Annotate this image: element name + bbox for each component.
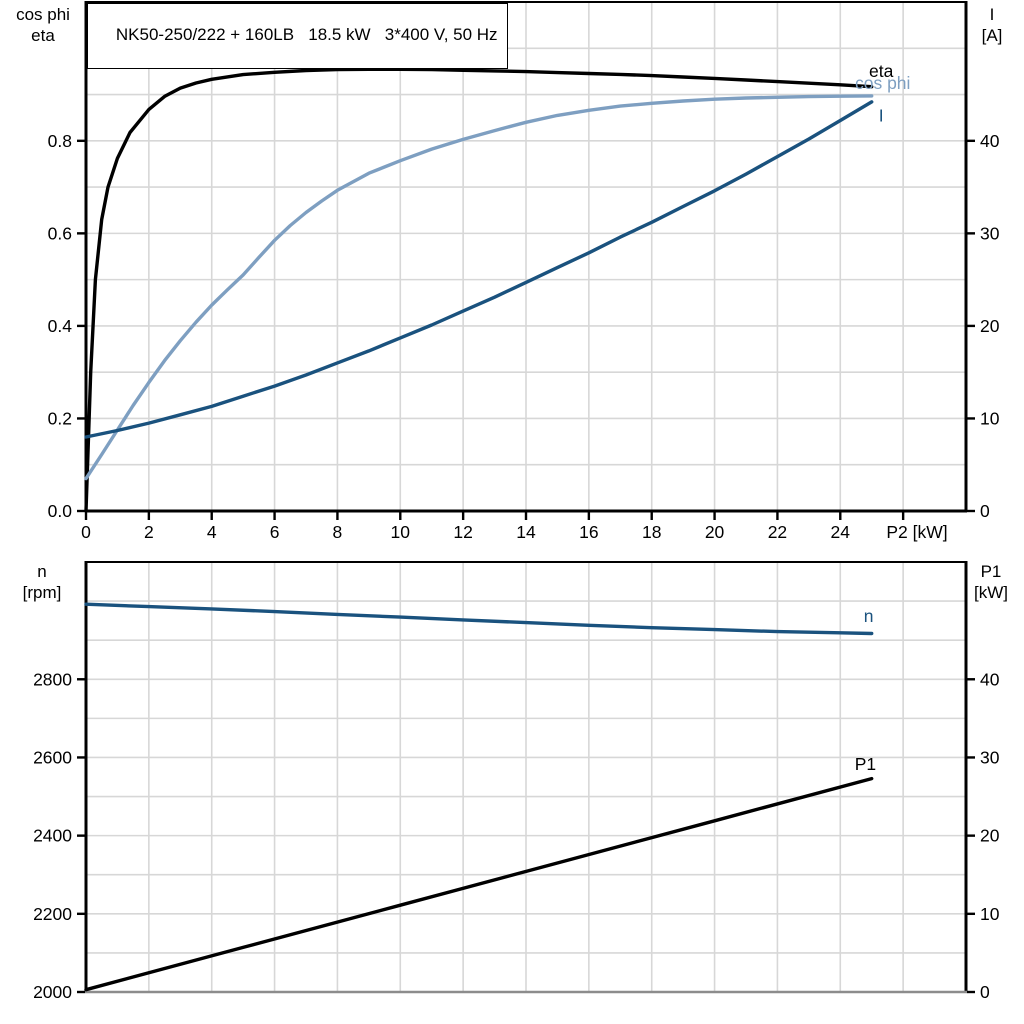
chart-motor-speed-power: 2000 2200 2400 2600 2800 0 10 20 30 40 n P1 xyxy=(33,561,1000,1002)
curve-label-n: n xyxy=(864,606,874,626)
x-tick-label: 2 xyxy=(144,522,154,542)
right-tick-label: 0 xyxy=(980,501,990,521)
top-right-axis-title: I [A] xyxy=(960,4,1024,46)
x-tick-label: 20 xyxy=(705,522,725,542)
x-tick-label: 4 xyxy=(207,522,217,542)
right-tick-label: 0 xyxy=(980,982,990,1002)
curve-P1 xyxy=(84,776,874,992)
right-tick-label: 10 xyxy=(980,904,1000,924)
curve-n xyxy=(84,602,874,636)
gridlines xyxy=(86,2,966,511)
x-tick-label: 0 xyxy=(81,522,91,542)
bottom-left-axis-title: n [rpm] xyxy=(0,561,84,603)
left-tick-label: 0.0 xyxy=(48,501,73,521)
left-tick-label: 2600 xyxy=(33,747,72,767)
left-axis-ticks: 2000 2200 2400 2600 2800 xyxy=(33,669,85,1002)
left-tick-label: 2200 xyxy=(33,904,72,924)
right-axis-ticks: 0 10 20 30 40 xyxy=(967,669,1000,1002)
speed-axis-title-line2: [rpm] xyxy=(22,583,62,602)
curve-cos phi xyxy=(84,94,874,481)
curve-label-cos phi: cos phi xyxy=(855,73,910,93)
curve-I xyxy=(84,100,874,439)
speed-axis-title-line1: n xyxy=(37,562,47,581)
right-tick-label: 10 xyxy=(980,408,1000,428)
power-axis-title-line1: P1 xyxy=(980,562,1002,581)
bottom-right-axis-title: P1 [kW] xyxy=(958,561,1024,603)
right-axis-title-line2: [A] xyxy=(981,26,1003,45)
plot-frame xyxy=(84,561,968,994)
x-tick-label: 6 xyxy=(270,522,280,542)
left-axis-title-line2: eta xyxy=(31,26,55,45)
chart-motor-eta-cosphi-current: 0 2 4 6 8 10 12 14 16 18 20 22 24 P2 [kW]0.00.20.40.6… xyxy=(48,1,1000,542)
x-tick-label: 24 xyxy=(831,522,851,542)
right-tick-label: 20 xyxy=(980,826,1000,846)
right-tick-label: 20 xyxy=(980,316,1000,336)
x-tick-label: 16 xyxy=(579,522,598,542)
left-axis-title-line1: cos phi xyxy=(16,5,70,24)
x-axis-label: P2 [kW] xyxy=(886,522,947,542)
x-tick-label: 18 xyxy=(642,522,661,542)
right-axis-title-line1: I xyxy=(989,5,995,24)
right-tick-label: 30 xyxy=(980,223,1000,243)
plot-frame xyxy=(84,1,968,513)
left-tick-label: 0.8 xyxy=(48,131,72,151)
left-tick-label: 0.2 xyxy=(48,408,72,428)
right-tick-label: 40 xyxy=(980,669,1000,689)
x-tick-label: 12 xyxy=(453,522,472,542)
curve-label-eta: eta xyxy=(869,61,894,81)
right-tick-label: 30 xyxy=(980,747,1000,767)
x-axis-ticks: 0 2 4 6 8 10 12 14 16 18 20 22 24 P2 [kW] xyxy=(81,512,948,542)
x-tick-label: 8 xyxy=(333,522,343,542)
chart-title: NK50-250/222 + 160LB 18.5 kW 3*400 V, 50… xyxy=(115,25,498,44)
right-tick-label: 40 xyxy=(980,131,1000,151)
left-tick-label: 2000 xyxy=(33,982,72,1002)
curve-eta xyxy=(84,67,874,513)
curve-label-I: I xyxy=(879,105,884,125)
curve-label-P1: P1 xyxy=(855,754,876,774)
power-axis-title-line2: [kW] xyxy=(974,583,1008,602)
left-tick-label: 2800 xyxy=(33,669,72,689)
x-tick-label: 22 xyxy=(768,522,787,542)
left-tick-label: 0.4 xyxy=(48,316,73,336)
right-axis-ticks: 0 10 20 30 40 xyxy=(967,131,1000,521)
gridlines xyxy=(86,562,966,992)
x-tick-label: 14 xyxy=(516,522,536,542)
chart-title-box: NK50-250/222 + 160LB 18.5 kW 3*400 V, 50… xyxy=(87,3,508,69)
left-axis-ticks: 0.0 0.2 0.4 0.6 0.8 xyxy=(48,131,85,521)
x-tick-label: 10 xyxy=(391,522,411,542)
left-tick-label: 0.6 xyxy=(48,223,72,243)
top-left-axis-title: cos phi eta xyxy=(0,4,86,46)
left-tick-label: 2400 xyxy=(33,826,72,846)
